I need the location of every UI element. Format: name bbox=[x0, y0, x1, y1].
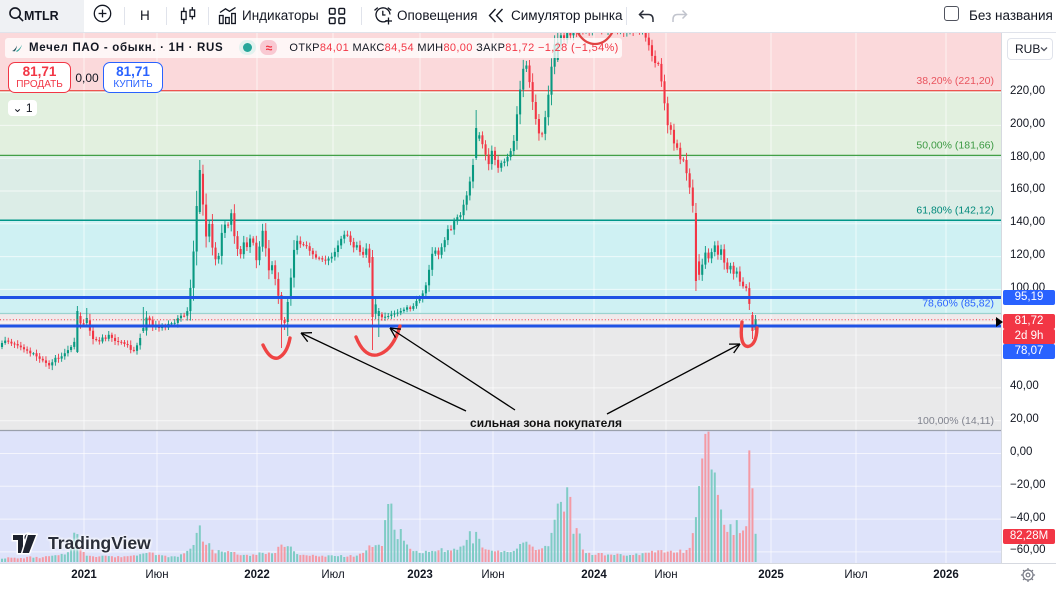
svg-text:38,20% (221,20): 38,20% (221,20) bbox=[916, 75, 994, 87]
svg-text:78,60% (85,82): 78,60% (85,82) bbox=[922, 298, 994, 310]
svg-text:сильная зона покупателя: сильная зона покупателя bbox=[470, 416, 622, 430]
svg-text:61,80% (142,12): 61,80% (142,12) bbox=[916, 205, 994, 217]
svg-text:50,00% (181,66): 50,00% (181,66) bbox=[916, 140, 994, 152]
svg-text:100,00% (14,11): 100,00% (14,11) bbox=[917, 415, 994, 427]
